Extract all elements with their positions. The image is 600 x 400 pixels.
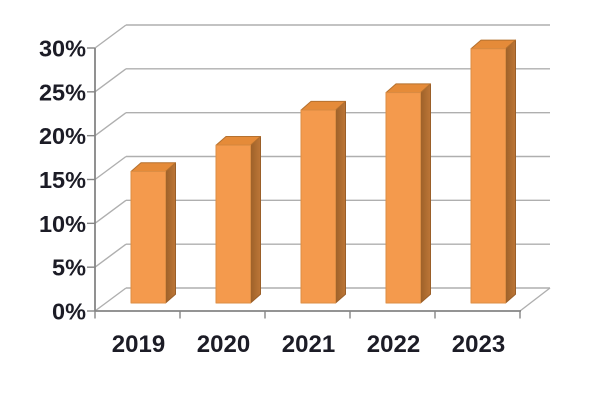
bar-2022 <box>385 83 431 304</box>
y-tick-label-10: 10% <box>39 211 86 237</box>
y-tick-label-15: 15% <box>39 167 86 193</box>
bar-front-face <box>130 171 166 304</box>
bar-2021 <box>300 100 346 304</box>
bars <box>130 39 516 304</box>
axes <box>94 48 521 319</box>
y-tick-label-20: 20% <box>39 123 86 149</box>
gridline-depth-20 <box>94 112 127 137</box>
bar-front-face <box>385 92 421 304</box>
y-tick-label-25: 25% <box>39 79 86 105</box>
x-tick-label-2020: 2020 <box>197 331 250 358</box>
bar-front-face <box>300 109 336 304</box>
gridline-depth-30 <box>94 24 127 49</box>
x-tick-label-2021: 2021 <box>282 331 335 358</box>
x-tick-label-2023: 2023 <box>452 331 505 358</box>
bar-front-face <box>470 48 506 304</box>
gridline-depth-0 <box>94 287 127 312</box>
bar-side-face <box>250 136 261 304</box>
bar-side-face <box>335 100 346 304</box>
bar-2023 <box>470 39 516 304</box>
floor-right-edge <box>519 287 551 312</box>
gridline-depth-25 <box>94 68 127 93</box>
bar-2020 <box>215 136 261 304</box>
x-axis-labels: 2019 2020 2021 2022 2023 <box>112 331 505 358</box>
y-tick-label-0: 0% <box>52 298 86 324</box>
x-tick-label-2019: 2019 <box>112 331 165 358</box>
bar-side-face <box>165 162 176 304</box>
gridline-depth-15 <box>94 155 127 181</box>
gridline-depth-5 <box>94 243 127 268</box>
y-axis-labels: 0% 5% 10% 15% 20% 25% 30% <box>39 35 86 324</box>
bar-side-face <box>420 83 431 304</box>
y-tick-label-5: 5% <box>52 255 86 281</box>
bar-2019 <box>130 162 176 304</box>
bar-front-face <box>215 144 251 304</box>
x-tick-label-2022: 2022 <box>367 331 420 358</box>
y-tick-label-30: 30% <box>39 35 86 61</box>
gridline-depth-10 <box>94 199 127 224</box>
bar-side-face <box>505 39 516 304</box>
